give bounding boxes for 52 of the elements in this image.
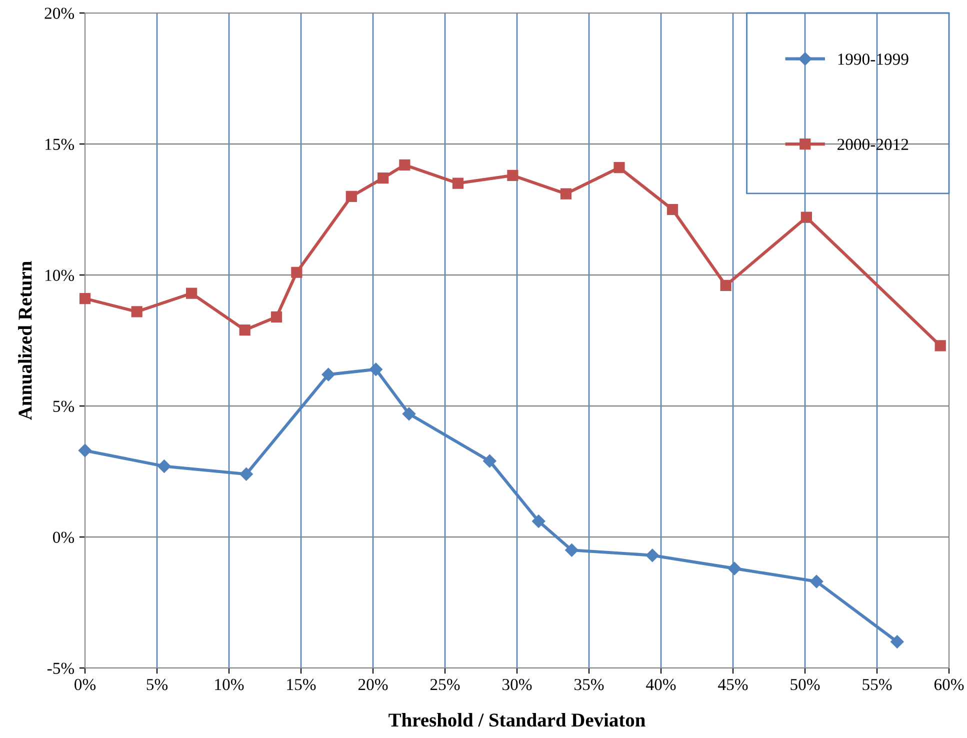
point (800, 212, 812, 223)
point (240, 468, 253, 481)
point (507, 170, 518, 181)
x-tick-label: 15% (287, 678, 316, 690)
point (560, 188, 572, 200)
x-tick-label: 35% (574, 678, 604, 690)
y-tick-label: -5% (47, 662, 74, 674)
x-tick-label: 60% (934, 678, 964, 690)
y-tick-label: 15% (46, 138, 74, 150)
legend-label: 2000-2012 (838, 138, 908, 150)
point (79, 293, 91, 304)
point (378, 172, 389, 184)
point (346, 190, 357, 202)
x-tick-label: 40% (646, 678, 676, 690)
point (158, 460, 171, 473)
y-tick-label: 20% (44, 8, 74, 19)
point (483, 454, 496, 468)
point (614, 162, 625, 174)
y-tick-label: 5% (53, 400, 74, 412)
x-tick-label: 45% (718, 678, 748, 690)
point (402, 407, 416, 420)
point (728, 562, 742, 576)
point (186, 288, 198, 299)
x-tick-label: 10% (215, 678, 244, 690)
point (369, 362, 382, 376)
point (890, 635, 904, 648)
point (131, 306, 142, 318)
x-tick-label: 30% (502, 678, 532, 690)
x-tick-label: 25% (430, 678, 460, 690)
y-axis-title: Annualized Return (18, 261, 32, 420)
point (720, 280, 732, 292)
x-tick-label: 0% (74, 678, 96, 690)
point (399, 159, 410, 171)
point (78, 444, 92, 458)
point (810, 574, 824, 588)
point (322, 368, 335, 382)
x-axis-title: Threshold / Standard Deviaton (388, 712, 646, 727)
y-tick-label: 10% (46, 270, 74, 281)
point (646, 548, 659, 562)
y-tick-label: 0% (53, 532, 74, 543)
x-tick-label: 50% (790, 678, 820, 690)
point (532, 514, 546, 528)
x-tick-label: 55% (862, 678, 892, 690)
point (565, 544, 578, 557)
x-tick-label: 20% (358, 678, 388, 690)
point (239, 324, 250, 336)
point (452, 178, 464, 189)
point (934, 340, 946, 352)
point (291, 266, 302, 278)
x-tick-label: 5% (146, 678, 168, 690)
point (270, 311, 282, 322)
point (666, 204, 678, 216)
